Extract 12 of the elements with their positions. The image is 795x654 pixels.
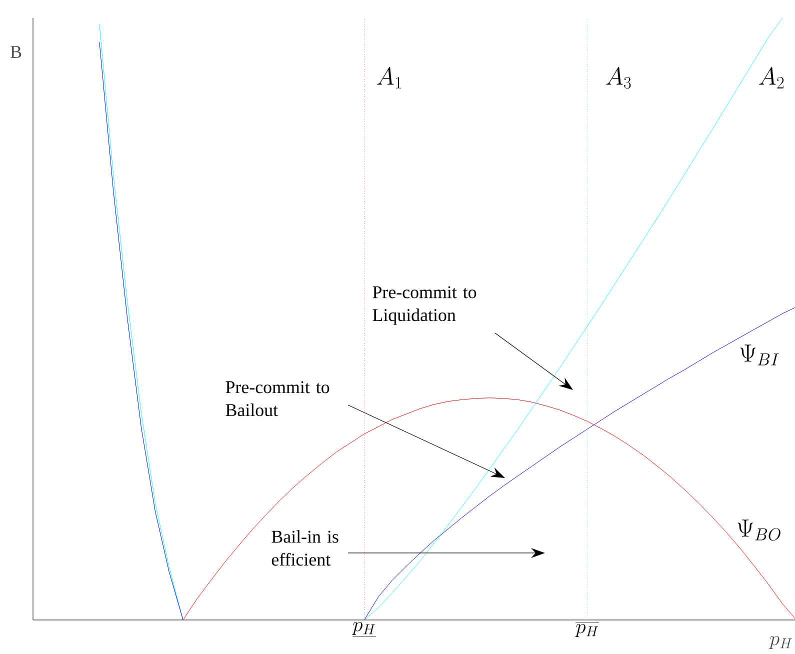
x-axis-title: $p_H$ [768, 636, 792, 650]
x-tick-label: $\overline{p_H}$ [574, 622, 600, 638]
annotation: Pre-commit to Bailout [226, 381, 330, 416]
x-tick-label: $\underline{p_H}$ [352, 622, 376, 636]
series-label: $A_2$ [759, 66, 784, 88]
ref-line-label: $A_3$ [606, 66, 631, 89]
annotation: Pre-commit to Liquidation [372, 286, 476, 325]
ref-line-label: $A_1$ [377, 66, 401, 88]
series-label: $\Psi_{BO}$ [738, 520, 780, 541]
y-axis-title: B [10, 46, 22, 58]
annotation: Bail-in is efficient [272, 530, 338, 566]
series-label: $\Psi_{BI}$ [740, 344, 779, 366]
